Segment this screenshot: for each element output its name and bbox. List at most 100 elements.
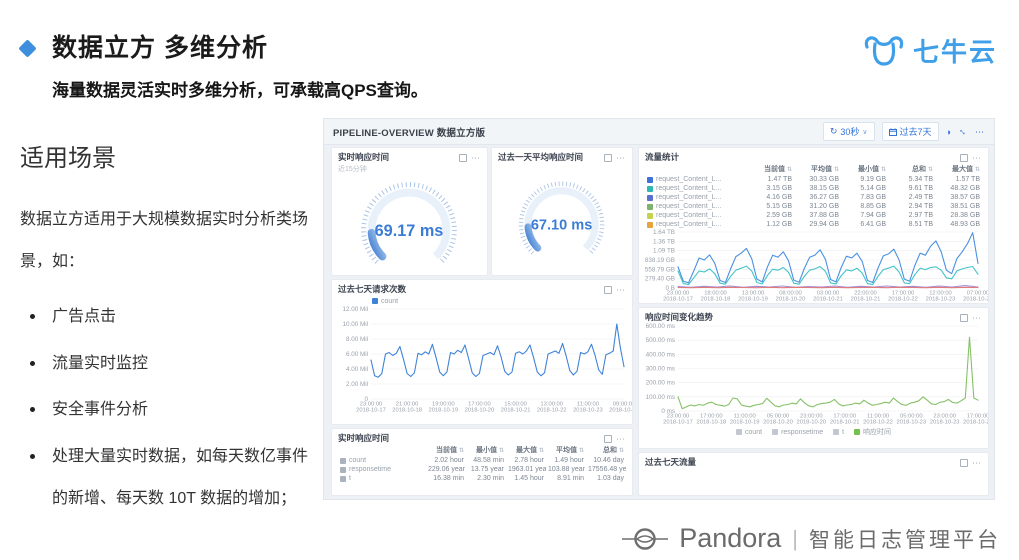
- table-cell: 36.27 GB: [809, 194, 839, 201]
- traffic-table: 当前值 ⇅ 平均值 ⇅ 最小值 ⇅ 总和 ⇅ 最大值 ⇅ request_Content_…: [645, 163, 982, 229]
- column-header[interactable]: 总和 ⇅: [912, 166, 933, 173]
- panel-export-icon[interactable]: [960, 458, 968, 467]
- dashboard: PIPELINE-OVERVIEW 数据立方版 ↻ 30秒 ∨ 过去7天 ◑ ↔ ⋯…: [323, 118, 995, 500]
- refresh-interval-button[interactable]: ↻ 30秒 ∨: [822, 122, 875, 141]
- panel-export-icon[interactable]: [960, 153, 968, 162]
- table-header-row: 当前值 ⇅ 最小值 ⇅ 最大值 ⇅ 平均值 ⇅ 总和 ⇅: [338, 444, 626, 456]
- table-cell: 16.38 min: [433, 475, 464, 482]
- svg-text:279.40 GB: 279.40 GB: [645, 276, 675, 283]
- gauge-value: 67.10 ms: [531, 218, 592, 234]
- panel-export-icon[interactable]: [604, 434, 612, 443]
- panel-export-icon[interactable]: [960, 313, 968, 322]
- legend-item[interactable]: count: [735, 429, 762, 436]
- panel-more-icon[interactable]: ⋯: [972, 152, 982, 163]
- more-icon[interactable]: ⋯: [975, 126, 985, 137]
- fullscreen-icon[interactable]: ↔: [955, 124, 971, 139]
- column-header[interactable]: 最大值 ⇅: [952, 166, 980, 173]
- panel-more-icon[interactable]: ⋯: [616, 433, 626, 444]
- table-row: request_Content_L... 2.59 GB 37.88 GB 7.94 …: [645, 211, 982, 220]
- table-cell: 2.97 TB: [908, 212, 933, 219]
- svg-text:600.00 ms: 600.00 ms: [646, 323, 675, 330]
- table-cell: 1.45 hour: [514, 475, 544, 482]
- panel-more-icon[interactable]: ⋯: [616, 152, 626, 163]
- gauge-daily-avg: 67.10 ms: [518, 181, 605, 255]
- legend-item[interactable]: t: [833, 429, 844, 436]
- table-cell: 38.15 GB: [809, 185, 839, 192]
- column-header[interactable]: 当前值 ⇅: [764, 166, 792, 173]
- chevron-down-icon: ∨: [862, 128, 868, 136]
- footer: Pandora | 智能日志管理平台: [622, 523, 1001, 554]
- table-cell: 5.14 GB: [860, 185, 886, 192]
- table-cell: 3.15 GB: [766, 185, 792, 192]
- table-row: count 2.02 hour 48.58 min 2.78 hour 1.49 hou…: [338, 456, 626, 465]
- table-cell: 28.38 GB: [950, 212, 980, 219]
- panel-export-icon[interactable]: [459, 153, 467, 162]
- section-heading: 适用场景: [20, 145, 116, 172]
- calendar-icon: [888, 127, 897, 136]
- theme-toggle-icon[interactable]: ◑: [945, 126, 951, 137]
- table-cell: 7.94 GB: [860, 212, 886, 219]
- table-cell: 9.61 TB: [908, 185, 933, 192]
- sort-icon: ⇅: [974, 167, 980, 173]
- table-cell: 13.75 year: [470, 466, 504, 473]
- svg-text:2.00 Mil: 2.00 Mil: [346, 381, 368, 388]
- gauge-value: 69.17 ms: [375, 222, 444, 240]
- column-header[interactable]: 平均值 ⇅: [811, 166, 839, 173]
- column-header[interactable]: 最小值 ⇅: [476, 447, 504, 454]
- table-cell: 1.03 day: [597, 475, 624, 482]
- panel-export-icon[interactable]: [604, 285, 612, 294]
- table-cell: 1.47 TB: [767, 176, 792, 183]
- svg-text:6.00 Mil: 6.00 Mil: [346, 351, 368, 358]
- svg-text:558.79 GB: 558.79 GB: [645, 266, 675, 273]
- table-cell: 229.06 year: [428, 466, 465, 473]
- legend-item[interactable]: 响应时间: [854, 427, 891, 437]
- column-header[interactable]: 最大值 ⇅: [516, 447, 544, 454]
- table-cell: 2.49 TB: [908, 194, 933, 201]
- svg-text:1.36 TB: 1.36 TB: [653, 238, 675, 245]
- panel-realtime-response-gauge: 实时响应时间 ⋯ 近15分钟 69.17 ms: [331, 147, 488, 276]
- panel-more-icon[interactable]: ⋯: [972, 457, 982, 468]
- panel-more-icon[interactable]: ⋯: [471, 152, 481, 163]
- column-header[interactable]: 最小值 ⇅: [858, 166, 886, 173]
- panel-more-icon[interactable]: ⋯: [972, 312, 982, 323]
- table-cell: 2.78 hour: [514, 457, 544, 464]
- table-cell: 103.88 year: [548, 466, 585, 473]
- panel-requests: 过去七天请求次数 ⋯ count 12.00 Mil 10.00 Mil 8.00 …: [331, 279, 633, 425]
- time-range-button[interactable]: 过去7天: [881, 122, 939, 141]
- sort-icon: ⇅: [833, 167, 839, 173]
- table-header-row: 当前值 ⇅ 平均值 ⇅ 最小值 ⇅ 总和 ⇅ 最大值 ⇅: [645, 163, 982, 175]
- gauge-realtime: 69.17 ms: [361, 182, 457, 264]
- traffic-chart: 1.64 TB 1.36 TB 1.09 TB 838.19 GB 558.79 GB 2…: [645, 229, 988, 303]
- column-header[interactable]: 当前值 ⇅: [436, 447, 464, 454]
- table-cell: 4.16 GB: [766, 194, 792, 201]
- panel-more-icon[interactable]: ⋯: [616, 284, 626, 295]
- panel-traffic-stats: 流量统计 ⋯ 当前值 ⇅ 平均值 ⇅ 最小值 ⇅ 总和 ⇅ 最大值 ⇅ request_C…: [638, 147, 989, 304]
- panel-export-icon[interactable]: [604, 153, 612, 162]
- column-header[interactable]: 总和 ⇅: [603, 447, 624, 454]
- table-row: request_Content_L... 5.15 GB 31.20 GB 8.85 …: [645, 202, 982, 211]
- legend-item[interactable]: count: [372, 298, 398, 305]
- scenario-list: 广告点击 流量实时监控 安全事件分析 处理大量实时数据，如每天数亿事件的新增、每…: [20, 296, 318, 519]
- sort-icon: ⇅: [927, 167, 933, 173]
- qiniu-logo: 七牛云: [863, 32, 997, 69]
- table-cell: 48.58 min: [473, 457, 504, 464]
- sort-icon: ⇅: [880, 167, 886, 173]
- table-cell: 38.51 GB: [950, 203, 980, 210]
- svg-text:0: 0: [364, 396, 368, 403]
- column-header[interactable]: 平均值 ⇅: [556, 447, 584, 454]
- legend-item[interactable]: responsetime: [772, 429, 823, 436]
- table-cell: 6.41 GB: [860, 221, 886, 228]
- table-cell: 9.19 GB: [860, 176, 886, 183]
